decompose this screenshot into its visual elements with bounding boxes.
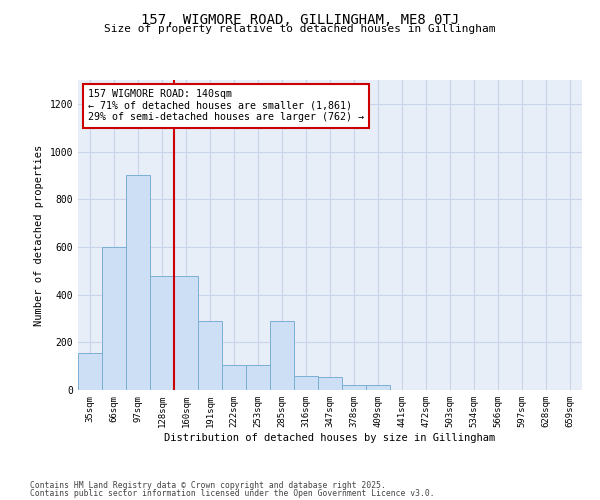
Bar <box>102 247 126 390</box>
Bar <box>318 377 342 390</box>
Bar <box>366 385 390 390</box>
Bar <box>294 376 318 390</box>
Text: Size of property relative to detached houses in Gillingham: Size of property relative to detached ho… <box>104 24 496 34</box>
Text: 157, WIGMORE ROAD, GILLINGHAM, ME8 0TJ: 157, WIGMORE ROAD, GILLINGHAM, ME8 0TJ <box>141 12 459 26</box>
Bar <box>198 321 222 390</box>
X-axis label: Distribution of detached houses by size in Gillingham: Distribution of detached houses by size … <box>164 432 496 442</box>
Text: 157 WIGMORE ROAD: 140sqm
← 71% of detached houses are smaller (1,861)
29% of sem: 157 WIGMORE ROAD: 140sqm ← 71% of detach… <box>88 90 364 122</box>
Text: Contains HM Land Registry data © Crown copyright and database right 2025.: Contains HM Land Registry data © Crown c… <box>30 481 386 490</box>
Bar <box>150 276 174 390</box>
Bar <box>342 385 366 390</box>
Bar <box>78 353 102 390</box>
Bar <box>126 176 150 390</box>
Bar <box>222 365 246 390</box>
Bar <box>174 276 198 390</box>
Y-axis label: Number of detached properties: Number of detached properties <box>34 144 44 326</box>
Text: Contains public sector information licensed under the Open Government Licence v3: Contains public sector information licen… <box>30 488 434 498</box>
Bar <box>270 321 294 390</box>
Bar <box>246 365 270 390</box>
